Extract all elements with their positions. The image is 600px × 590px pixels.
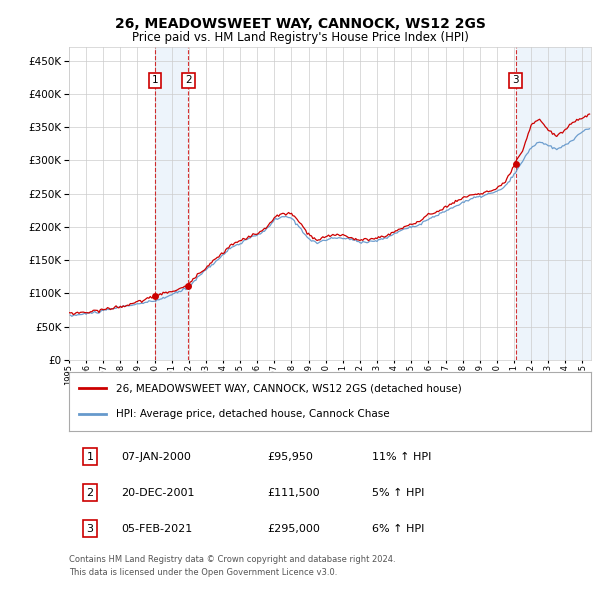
- Text: 6% ↑ HPI: 6% ↑ HPI: [372, 523, 424, 533]
- Text: 3: 3: [512, 76, 519, 86]
- Text: 2: 2: [86, 488, 94, 497]
- Text: £295,000: £295,000: [268, 523, 320, 533]
- Text: This data is licensed under the Open Government Licence v3.0.: This data is licensed under the Open Gov…: [69, 568, 337, 576]
- Text: 07-JAN-2000: 07-JAN-2000: [121, 452, 191, 462]
- Text: £111,500: £111,500: [268, 488, 320, 497]
- Text: 20-DEC-2001: 20-DEC-2001: [121, 488, 194, 497]
- Text: 5% ↑ HPI: 5% ↑ HPI: [372, 488, 424, 497]
- Text: 3: 3: [86, 523, 94, 533]
- Bar: [155, 47, 188, 360]
- Text: 11% ↑ HPI: 11% ↑ HPI: [372, 452, 431, 462]
- Text: Price paid vs. HM Land Registry's House Price Index (HPI): Price paid vs. HM Land Registry's House …: [131, 31, 469, 44]
- Text: £95,950: £95,950: [268, 452, 313, 462]
- Text: 2: 2: [185, 76, 191, 86]
- Text: Contains HM Land Registry data © Crown copyright and database right 2024.: Contains HM Land Registry data © Crown c…: [69, 555, 395, 563]
- Text: 1: 1: [152, 76, 158, 86]
- Text: 26, MEADOWSWEET WAY, CANNOCK, WS12 2GS (detached house): 26, MEADOWSWEET WAY, CANNOCK, WS12 2GS (…: [116, 384, 462, 393]
- Text: 26, MEADOWSWEET WAY, CANNOCK, WS12 2GS: 26, MEADOWSWEET WAY, CANNOCK, WS12 2GS: [115, 17, 485, 31]
- Text: 05-FEB-2021: 05-FEB-2021: [121, 523, 193, 533]
- Text: 1: 1: [86, 452, 94, 462]
- Text: HPI: Average price, detached house, Cannock Chase: HPI: Average price, detached house, Cann…: [116, 409, 389, 419]
- Bar: [515, 47, 591, 360]
